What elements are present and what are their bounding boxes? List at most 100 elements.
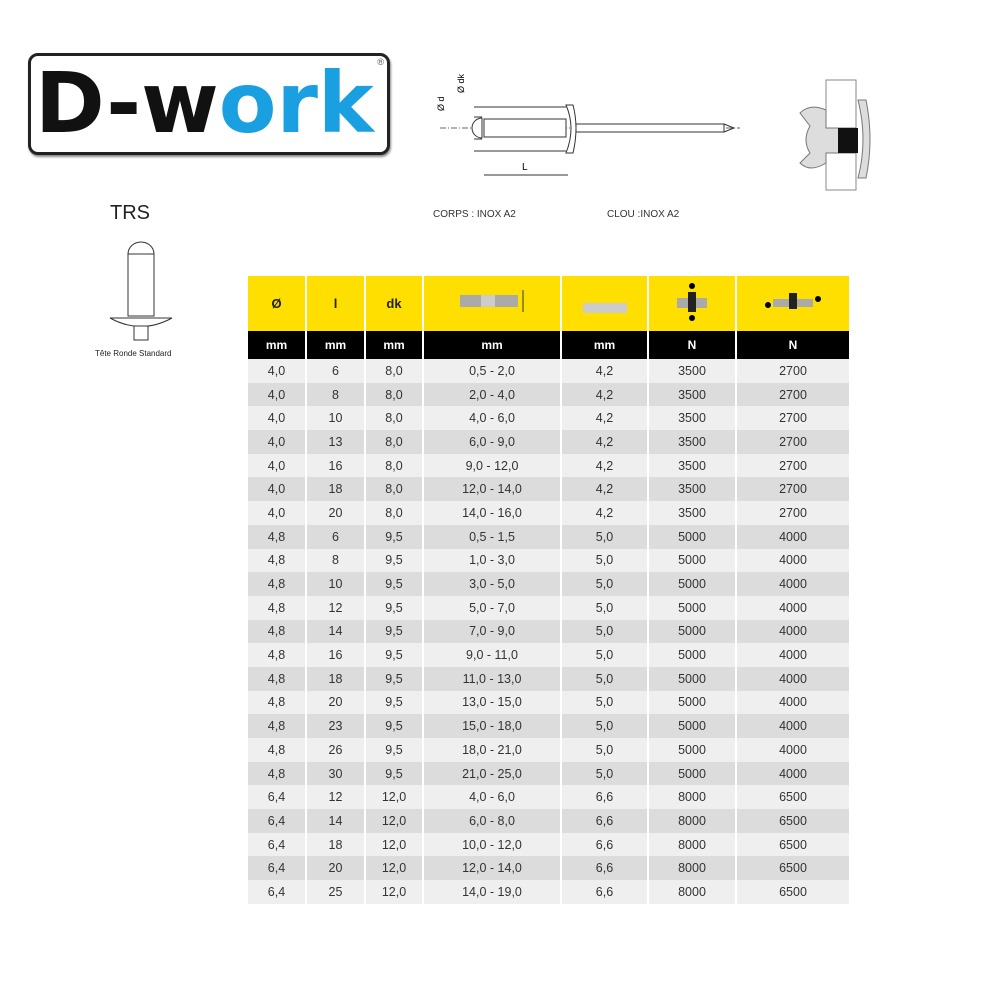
table-cell: 4,8 <box>248 524 307 549</box>
table-cell: 8,0 <box>365 382 424 407</box>
table-cell: 3500 <box>648 406 737 431</box>
table-cell: 14 <box>306 619 366 644</box>
table-cell: 20 <box>306 501 366 525</box>
table-cell: 4,8 <box>248 738 307 762</box>
table-cell: 2700 <box>736 430 851 454</box>
table-cell: 4000 <box>736 524 851 549</box>
table-cell: 11,0 - 13,0 <box>423 666 562 691</box>
table-cell: 4000 <box>736 548 851 573</box>
table-cell: 18 <box>306 477 366 502</box>
header-head-diameter: dk <box>365 276 424 331</box>
table-cell: 4,2 <box>561 477 649 502</box>
table-cell: 8000 <box>648 880 737 904</box>
header-length: l <box>306 276 366 331</box>
logo-dark-part: D-w <box>35 54 219 152</box>
table-cell: 30 <box>306 761 366 786</box>
table-row: 4,8 14 9,5 7,0 - 9,0 5,0 5000 4000 <box>248 619 851 644</box>
table-cell: 4000 <box>736 643 851 667</box>
table-cell: 6,4 <box>248 856 307 881</box>
table-cell: 9,5 <box>365 572 424 596</box>
body-material: CORPS : INOX A2 <box>433 209 516 220</box>
table-cell: 9,5 <box>365 738 424 762</box>
table-row: 6,4 14 12,0 6,0 - 8,0 6,6 8000 6500 <box>248 809 851 833</box>
units-row: mm mm mm mm mm N N <box>248 331 851 359</box>
table-cell: 5,0 <box>561 690 649 715</box>
table-cell: 3500 <box>648 359 737 383</box>
table-cell: 12,0 <box>365 832 424 857</box>
table-cell: 4000 <box>736 666 851 691</box>
table-cell: 5,0 <box>561 619 649 644</box>
table-cell: 5,0 - 7,0 <box>423 595 562 620</box>
table-cell: 8,0 <box>365 406 424 431</box>
table-cell: 0,5 - 2,0 <box>423 359 562 383</box>
table-cell: 5,0 <box>561 524 649 549</box>
table-cell: 3500 <box>648 382 737 407</box>
head-type-code: TRS <box>110 202 150 224</box>
table-cell: 2700 <box>736 406 851 431</box>
table-cell: 18,0 - 21,0 <box>423 738 562 762</box>
logo-text: D-work <box>35 54 374 152</box>
table-cell: 6,6 <box>561 832 649 857</box>
table-cell: 12,0 <box>365 809 424 833</box>
table-cell: 6,4 <box>248 880 307 904</box>
installed-rivet-section-icon <box>799 79 871 191</box>
table-cell: 4,2 <box>561 453 649 478</box>
table-cell: 4,8 <box>248 643 307 667</box>
table-cell: 18 <box>306 832 366 857</box>
table-cell: 5,0 <box>561 714 649 738</box>
table-cell: 5000 <box>648 714 737 738</box>
table-cell: 4,8 <box>248 761 307 786</box>
table-cell: 10,0 - 12,0 <box>423 832 562 857</box>
table-cell: 2700 <box>736 359 851 383</box>
table-cell: 8 <box>306 382 366 407</box>
table-row: 4,8 10 9,5 3,0 - 5,0 5,0 5000 4000 <box>248 572 851 596</box>
table-cell: 8 <box>306 548 366 573</box>
table-cell: 4,0 <box>248 453 307 478</box>
table-cell: 4,0 - 6,0 <box>423 785 562 810</box>
table-row: 4,0 6 8,0 0,5 - 2,0 4,2 3500 2700 <box>248 359 851 383</box>
table-cell: 9,0 - 12,0 <box>423 453 562 478</box>
table-cell: 5000 <box>648 619 737 644</box>
table-cell: 8000 <box>648 809 737 833</box>
table-cell: 7,0 - 9,0 <box>423 619 562 644</box>
table-cell: 3500 <box>648 453 737 478</box>
table-cell: 6500 <box>736 785 851 810</box>
table-cell: 8000 <box>648 785 737 810</box>
d-work-logo: D-work ® <box>28 53 390 155</box>
table-cell: 4,2 <box>561 430 649 454</box>
table-row: 4,8 26 9,5 18,0 - 21,0 5,0 5000 4000 <box>248 738 851 762</box>
table-cell: 0,5 - 1,5 <box>423 524 562 549</box>
table-row: 4,8 30 9,5 21,0 - 25,0 5,0 5000 4000 <box>248 761 851 786</box>
table-cell: 4,0 <box>248 430 307 454</box>
table-cell: 6,6 <box>561 785 649 810</box>
table-cell: 4,2 <box>561 501 649 525</box>
table-cell: 5000 <box>648 666 737 691</box>
shear-force-icon <box>677 283 707 321</box>
table-row: 4,0 16 8,0 9,0 - 12,0 4,2 3500 2700 <box>248 453 851 478</box>
table-cell: 4,2 <box>561 406 649 431</box>
table-cell: 20 <box>306 690 366 715</box>
table-cell: 4,0 <box>248 406 307 431</box>
table-cell: 2700 <box>736 453 851 478</box>
table-cell: 4000 <box>736 738 851 762</box>
table-row: 4,0 13 8,0 6,0 - 9,0 4,2 3500 2700 <box>248 430 851 454</box>
table-cell: 6500 <box>736 880 851 904</box>
table-cell: 8000 <box>648 856 737 881</box>
table-cell: 5000 <box>648 643 737 667</box>
diameter-dk-label: Ø dk <box>456 73 466 93</box>
table-cell: 4,0 - 6,0 <box>423 406 562 431</box>
table-cell: 4,8 <box>248 666 307 691</box>
header-diameter: Ø <box>248 276 307 331</box>
table-cell: 5000 <box>648 595 737 620</box>
round-head-rivet-icon <box>109 241 173 341</box>
table-cell: 4,8 <box>248 548 307 573</box>
rivet-dimension-diagram: Ø d Ø dk L <box>436 73 740 176</box>
table-cell: 13,0 - 15,0 <box>423 690 562 715</box>
table-cell: 12 <box>306 785 366 810</box>
mandrel-material: CLOU :INOX A2 <box>607 209 680 220</box>
table-cell: 9,5 <box>365 690 424 715</box>
table-cell: 6,4 <box>248 832 307 857</box>
table-cell: 2700 <box>736 382 851 407</box>
table-cell: 8000 <box>648 832 737 857</box>
unit-cell: mm <box>423 331 562 359</box>
